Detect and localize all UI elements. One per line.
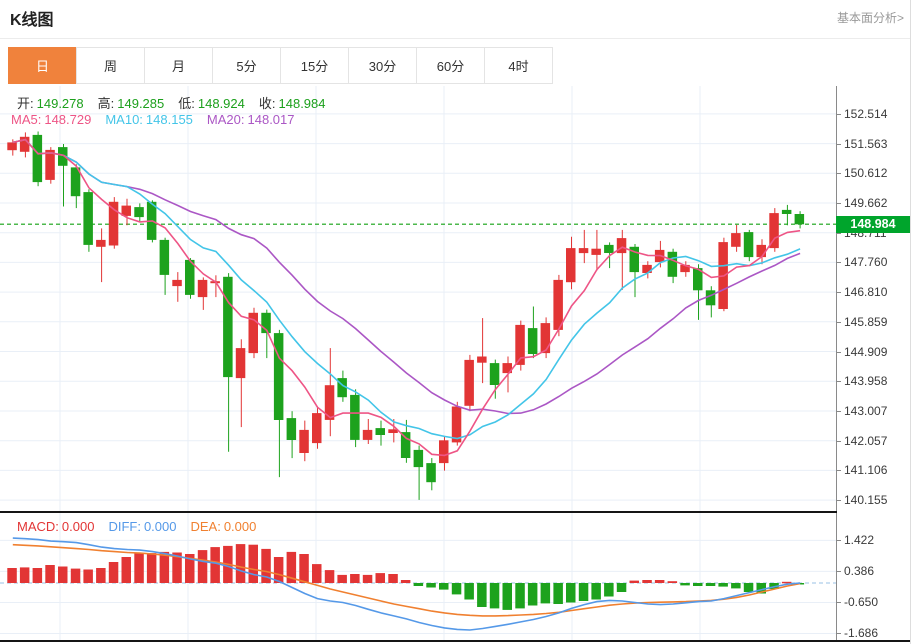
grid — [0, 86, 836, 513]
tab-月[interactable]: 月 — [144, 47, 213, 84]
tick-mark — [836, 351, 841, 353]
current-price-badge: 148.984 — [836, 215, 910, 233]
macd-panel-divider — [0, 511, 837, 513]
tab-30分[interactable]: 30分 — [348, 47, 417, 84]
tick-mark — [836, 292, 841, 294]
tick-mark — [836, 440, 841, 442]
tick-mark — [836, 321, 841, 323]
tab-15分[interactable]: 15分 — [280, 47, 349, 84]
macd-chart[interactable] — [0, 513, 836, 640]
price-axis: 152.514 151.563 150.612 149.662 148.711 147.7… — [836, 86, 910, 513]
interval-tab-bar: 日周月 5分 15分 30分 60分 4时 — [8, 47, 553, 84]
candlestick-chart[interactable] — [0, 86, 836, 513]
tick-mark — [836, 173, 841, 175]
price-axis-line — [836, 86, 837, 641]
tab-周[interactable]: 周 — [76, 47, 145, 84]
tick-mark — [836, 143, 841, 145]
tab-60分[interactable]: 60分 — [416, 47, 485, 84]
tick-mark — [836, 602, 841, 604]
macd-axis: 1.422 0.386 -0.650 -1.686 — [836, 513, 910, 640]
tick-mark — [836, 633, 841, 635]
diff-line — [12, 537, 801, 631]
page-title: K线图 — [10, 12, 54, 29]
current-price-label: 148.984 — [850, 216, 896, 231]
dea-line — [12, 543, 801, 617]
ma10-line — [12, 138, 801, 440]
tab-5分[interactable]: 5分 — [212, 47, 281, 84]
ma5-line — [12, 138, 801, 457]
tick-mark — [836, 571, 841, 573]
ma20-line — [12, 138, 801, 415]
macd-histogram — [7, 544, 805, 610]
tick-mark — [836, 381, 841, 383]
header-divider — [0, 38, 910, 39]
tick-mark — [836, 500, 841, 502]
fundamental-analysis-link[interactable]: 基本面分析> — [836, 11, 904, 25]
tick-mark — [836, 232, 841, 234]
tab-日[interactable]: 日 — [8, 47, 77, 84]
chart-bottom-border — [0, 640, 910, 642]
tick-mark — [836, 410, 841, 412]
tick-mark — [836, 203, 841, 204]
tick-mark — [836, 113, 841, 115]
tick-mark — [836, 540, 841, 542]
tick-mark — [836, 470, 841, 472]
tab-4时[interactable]: 4时 — [484, 47, 553, 84]
tick-mark — [836, 262, 841, 264]
